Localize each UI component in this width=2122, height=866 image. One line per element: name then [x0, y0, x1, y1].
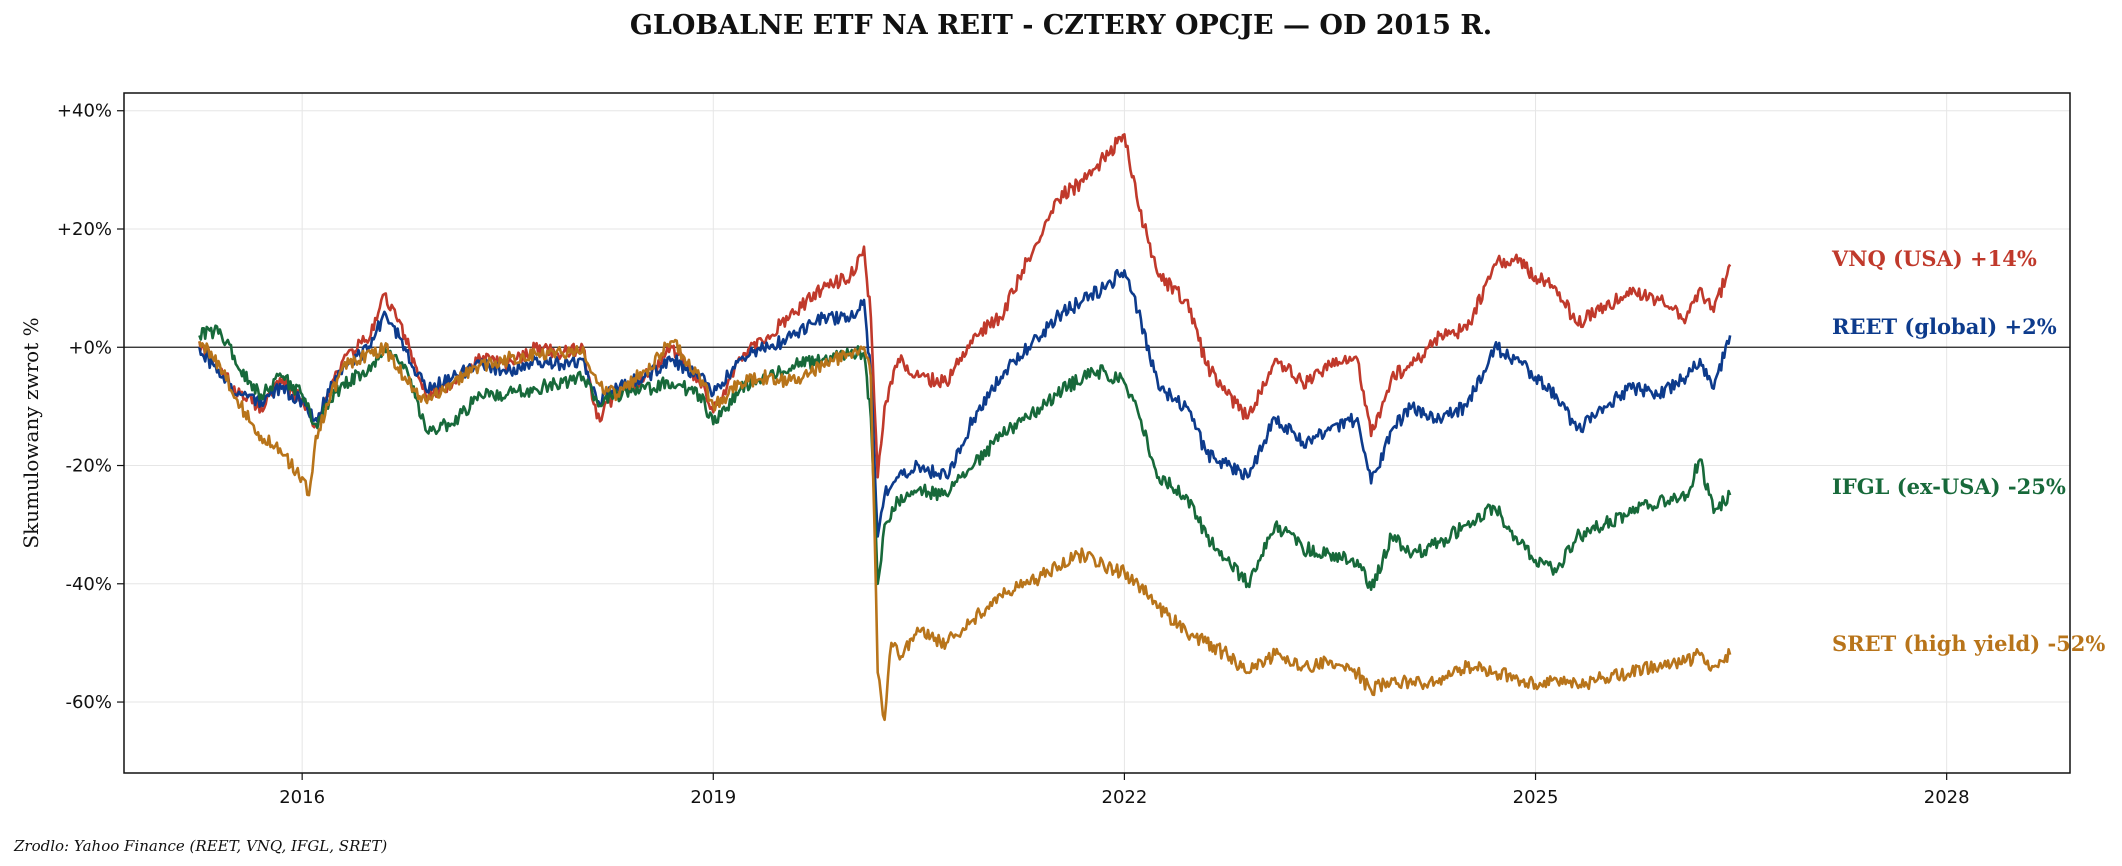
y-axis-label: Skumulowany zwrot % [19, 317, 43, 548]
series-line [198, 133, 1732, 479]
x-tick-label: 2019 [690, 787, 736, 808]
y-tick-label: -40% [65, 574, 112, 595]
end-labels: VNQ (USA) +14% REET (global) +2% IFGL (ex-… [1831, 246, 2105, 656]
x-tick-label: 2028 [1924, 787, 1970, 808]
y-tick-label: +0% [68, 337, 112, 358]
source-note: Zrodlo: Yahoo Finance (REET, VNQ, IFGL, … [13, 837, 387, 855]
y-tick-label: +40% [57, 101, 112, 122]
chart-title: GLOBALNE ETF NA REIT - CZTERY OPCJE — OD… [630, 10, 1492, 41]
series-line [198, 268, 1732, 538]
x-tick-label: 2025 [1513, 787, 1559, 808]
y-axis: +40% +20% +0% -20% -40% -60% [57, 101, 124, 713]
y-tick-label: -20% [65, 456, 112, 477]
y-tick-label: +20% [57, 219, 112, 240]
grid [124, 93, 2070, 773]
series-line [198, 338, 1732, 722]
series-group [198, 133, 1732, 722]
series-line [198, 324, 1732, 591]
x-axis: 2016 2019 2022 2025 2028 [279, 773, 1970, 808]
series-end-label: VNQ (USA) +14% [1831, 246, 2037, 271]
x-tick-label: 2022 [1102, 787, 1148, 808]
series-end-label: REET (global) +2% [1832, 314, 2057, 339]
x-tick-label: 2016 [279, 787, 325, 808]
y-tick-label: -60% [65, 692, 112, 713]
series-end-label: SRET (high yield) -52% [1832, 631, 2105, 656]
plot-area-frame [123, 92, 2071, 774]
series-end-label: IFGL (ex-USA) -25% [1832, 474, 2066, 499]
